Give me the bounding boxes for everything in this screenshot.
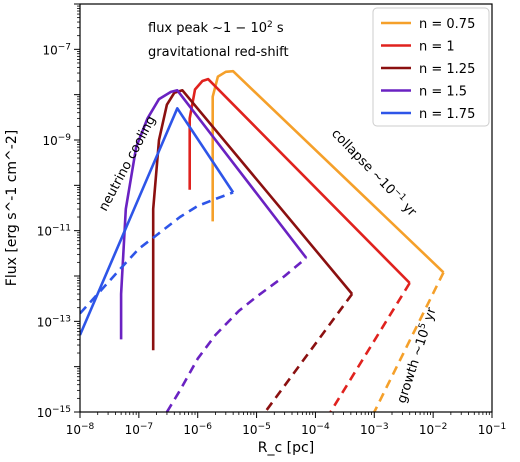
text-span: collapse ~10: [328, 126, 398, 197]
superscript: 5: [417, 322, 428, 331]
text-span: 10: [360, 423, 375, 437]
text-span: 10: [301, 423, 316, 437]
superscript: −5: [258, 422, 271, 432]
superscript: −4: [316, 422, 330, 432]
text-span: flux peak ~1 − 10: [148, 21, 267, 36]
superscript: −13: [52, 314, 71, 324]
text-span: 10: [66, 423, 81, 437]
series-125-dashed-line: [264, 293, 354, 412]
x-tick-label: 10−3: [360, 422, 389, 437]
x-tick-label: 10−2: [419, 422, 448, 437]
superscript: −7: [58, 42, 71, 52]
superscript: −11: [52, 224, 71, 234]
superscript: −15: [52, 405, 71, 415]
y-tick-label: 10−7: [42, 42, 71, 57]
superscript: −2: [434, 422, 447, 432]
legend-box: [372, 7, 490, 127]
text-span: yr: [420, 305, 440, 327]
series-175-dashed-line: [80, 191, 234, 315]
text-span: 10: [42, 134, 57, 148]
text-span: gravitational red-shift: [148, 45, 289, 60]
y-tick-label: 10−9: [42, 133, 71, 148]
text-span: 10: [37, 315, 52, 329]
text-span: 10: [125, 423, 140, 437]
series-1-solid-line: [188, 77, 411, 284]
series-175-solid-line: [80, 107, 235, 336]
superscript: −3: [375, 422, 388, 432]
legend-entry-label: n = 1.5: [419, 85, 467, 100]
text-span: s: [273, 21, 284, 36]
series-075-dashed-line: [373, 271, 445, 412]
text-span: 10: [37, 225, 52, 239]
text-span: 10: [183, 423, 198, 437]
y-tick-label: 10−15: [37, 405, 71, 420]
x-tick-label: 10−5: [242, 422, 271, 437]
series-125-solid-line: [151, 89, 354, 351]
legend-entry-label: n = 0.75: [419, 17, 475, 32]
redshift-annotation: gravitational red-shift: [148, 45, 289, 60]
x-tick-label: 10−8: [66, 422, 95, 437]
series-1-dashed-line: [329, 282, 411, 412]
legend-entry-label: n = 1: [419, 40, 455, 55]
y-tick-label: 10−11: [37, 224, 71, 239]
text-span: 10: [37, 406, 52, 420]
superscript: 2: [267, 20, 273, 30]
text-span: 10: [42, 43, 57, 57]
x-tick-label: 10−1: [478, 422, 507, 437]
x-axis-label: R_c [pc]: [258, 440, 314, 456]
x-tick-label: 10−4: [301, 422, 330, 437]
legend-entry-label: n = 1.75: [419, 107, 475, 122]
series-15-dashed-line: [165, 257, 308, 412]
text-span: 10: [478, 423, 493, 437]
series-075-solid-line: [211, 69, 445, 274]
growth-annotation: growth ~105 yr: [394, 305, 440, 405]
y-tick-label: 10−13: [37, 314, 71, 329]
superscript: −9: [58, 133, 72, 143]
superscript: −1: [493, 422, 506, 432]
flux-peak-annotation: flux peak ~1 − 102 s: [148, 20, 284, 36]
x-tick-label: 10−7: [125, 422, 154, 437]
x-tick-label: 10−6: [183, 422, 212, 437]
legend-entry-label: n = 1.25: [419, 62, 475, 77]
text-span: growth ~10: [395, 328, 433, 406]
plot-frame: [79, 3, 493, 413]
text-span: 10: [419, 423, 434, 437]
y-axis-label: Flux [erg s^-1 cm^-2]: [4, 130, 20, 286]
text-span: 10: [242, 423, 257, 437]
superscript: −7: [140, 422, 153, 432]
superscript: −6: [199, 422, 213, 432]
superscript: −8: [81, 422, 95, 432]
